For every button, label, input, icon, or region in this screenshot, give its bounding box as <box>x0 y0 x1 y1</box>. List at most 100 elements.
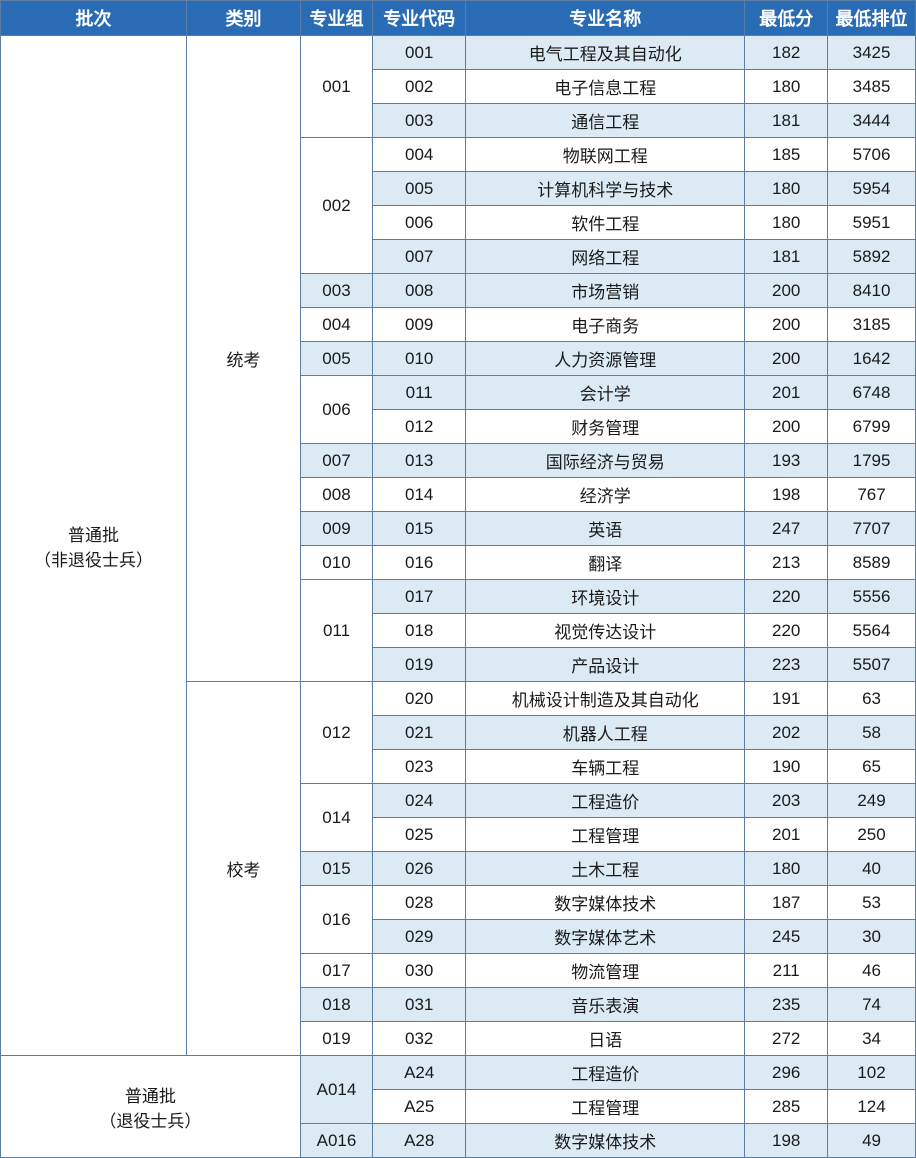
score-cell: 200 <box>745 274 828 308</box>
rank-cell: 49 <box>828 1124 916 1158</box>
rank-cell: 767 <box>828 478 916 512</box>
name-cell: 翻译 <box>466 546 745 580</box>
code-cell: 001 <box>373 36 466 70</box>
name-cell: 机器人工程 <box>466 716 745 750</box>
rank-cell: 53 <box>828 886 916 920</box>
group-cell: 018 <box>300 988 372 1022</box>
rank-cell: 58 <box>828 716 916 750</box>
name-cell: 车辆工程 <box>466 750 745 784</box>
header-category: 类别 <box>187 1 301 36</box>
rank-cell: 8410 <box>828 274 916 308</box>
score-cell: 187 <box>745 886 828 920</box>
code-cell: 009 <box>373 308 466 342</box>
rank-cell: 250 <box>828 818 916 852</box>
name-cell: 产品设计 <box>466 648 745 682</box>
code-cell: 030 <box>373 954 466 988</box>
code-cell: 028 <box>373 886 466 920</box>
group-cell: 009 <box>300 512 372 546</box>
score-cell: 202 <box>745 716 828 750</box>
code-cell: A28 <box>373 1124 466 1158</box>
rank-cell: 3185 <box>828 308 916 342</box>
name-cell: 物流管理 <box>466 954 745 988</box>
rank-cell: 3444 <box>828 104 916 138</box>
name-cell: 工程造价 <box>466 784 745 818</box>
score-cell: 181 <box>745 240 828 274</box>
name-cell: 国际经济与贸易 <box>466 444 745 478</box>
name-cell: 会计学 <box>466 376 745 410</box>
score-cell: 180 <box>745 70 828 104</box>
rank-cell: 74 <box>828 988 916 1022</box>
score-cell: 223 <box>745 648 828 682</box>
name-cell: 物联网工程 <box>466 138 745 172</box>
group-cell: 015 <box>300 852 372 886</box>
score-cell: 235 <box>745 988 828 1022</box>
header-group: 专业组 <box>300 1 372 36</box>
rank-cell: 249 <box>828 784 916 818</box>
name-cell: 英语 <box>466 512 745 546</box>
group-cell: 007 <box>300 444 372 478</box>
group-cell: 003 <box>300 274 372 308</box>
code-cell: 005 <box>373 172 466 206</box>
group-cell: 008 <box>300 478 372 512</box>
header-rank: 最低排位 <box>828 1 916 36</box>
category-cell: 校考 <box>187 682 301 1056</box>
code-cell: 020 <box>373 682 466 716</box>
score-cell: 198 <box>745 1124 828 1158</box>
name-cell: 电子信息工程 <box>466 70 745 104</box>
category-cell: 统考 <box>187 36 301 682</box>
rank-cell: 6799 <box>828 410 916 444</box>
score-cell: 200 <box>745 410 828 444</box>
group-cell: 012 <box>300 682 372 784</box>
group-cell: 011 <box>300 580 372 682</box>
batch-cell: 普通批 （非退役士兵） <box>1 36 187 1056</box>
group-cell: 016 <box>300 886 372 954</box>
rank-cell: 5507 <box>828 648 916 682</box>
group-cell: A014 <box>300 1056 372 1124</box>
code-cell: 003 <box>373 104 466 138</box>
rank-cell: 5954 <box>828 172 916 206</box>
header-code: 专业代码 <box>373 1 466 36</box>
name-cell: 环境设计 <box>466 580 745 614</box>
header-name: 专业名称 <box>466 1 745 36</box>
name-cell: 电气工程及其自动化 <box>466 36 745 70</box>
code-cell: 019 <box>373 648 466 682</box>
rank-cell: 65 <box>828 750 916 784</box>
name-cell: 网络工程 <box>466 240 745 274</box>
rank-cell: 1795 <box>828 444 916 478</box>
name-cell: 数字媒体艺术 <box>466 920 745 954</box>
rank-cell: 7707 <box>828 512 916 546</box>
name-cell: 机械设计制造及其自动化 <box>466 682 745 716</box>
name-cell: 土木工程 <box>466 852 745 886</box>
score-cell: 180 <box>745 206 828 240</box>
name-cell: 财务管理 <box>466 410 745 444</box>
rank-cell: 63 <box>828 682 916 716</box>
code-cell: 024 <box>373 784 466 818</box>
group-cell: 019 <box>300 1022 372 1056</box>
header-row: 批次 类别 专业组 专业代码 专业名称 最低分 最低排位 <box>1 1 916 36</box>
code-cell: 011 <box>373 376 466 410</box>
rank-cell: 5951 <box>828 206 916 240</box>
code-cell: 021 <box>373 716 466 750</box>
header-batch: 批次 <box>1 1 187 36</box>
group-cell: 002 <box>300 138 372 274</box>
score-cell: 182 <box>745 36 828 70</box>
score-cell: 191 <box>745 682 828 716</box>
code-cell: A24 <box>373 1056 466 1090</box>
table-row: 普通批 （非退役士兵） 统考 001 001 电气工程及其自动化 182 342… <box>1 36 916 70</box>
table-body: 普通批 （非退役士兵） 统考 001 001 电气工程及其自动化 182 342… <box>1 36 916 1158</box>
rank-cell: 102 <box>828 1056 916 1090</box>
score-cell: 200 <box>745 342 828 376</box>
group-cell: 005 <box>300 342 372 376</box>
code-cell: 032 <box>373 1022 466 1056</box>
score-cell: 180 <box>745 852 828 886</box>
code-cell: 002 <box>373 70 466 104</box>
rank-cell: 30 <box>828 920 916 954</box>
code-cell: 017 <box>373 580 466 614</box>
name-cell: 工程造价 <box>466 1056 745 1090</box>
rank-cell: 1642 <box>828 342 916 376</box>
code-cell: 010 <box>373 342 466 376</box>
rank-cell: 8589 <box>828 546 916 580</box>
code-cell: 018 <box>373 614 466 648</box>
name-cell: 数字媒体技术 <box>466 1124 745 1158</box>
code-cell: 012 <box>373 410 466 444</box>
